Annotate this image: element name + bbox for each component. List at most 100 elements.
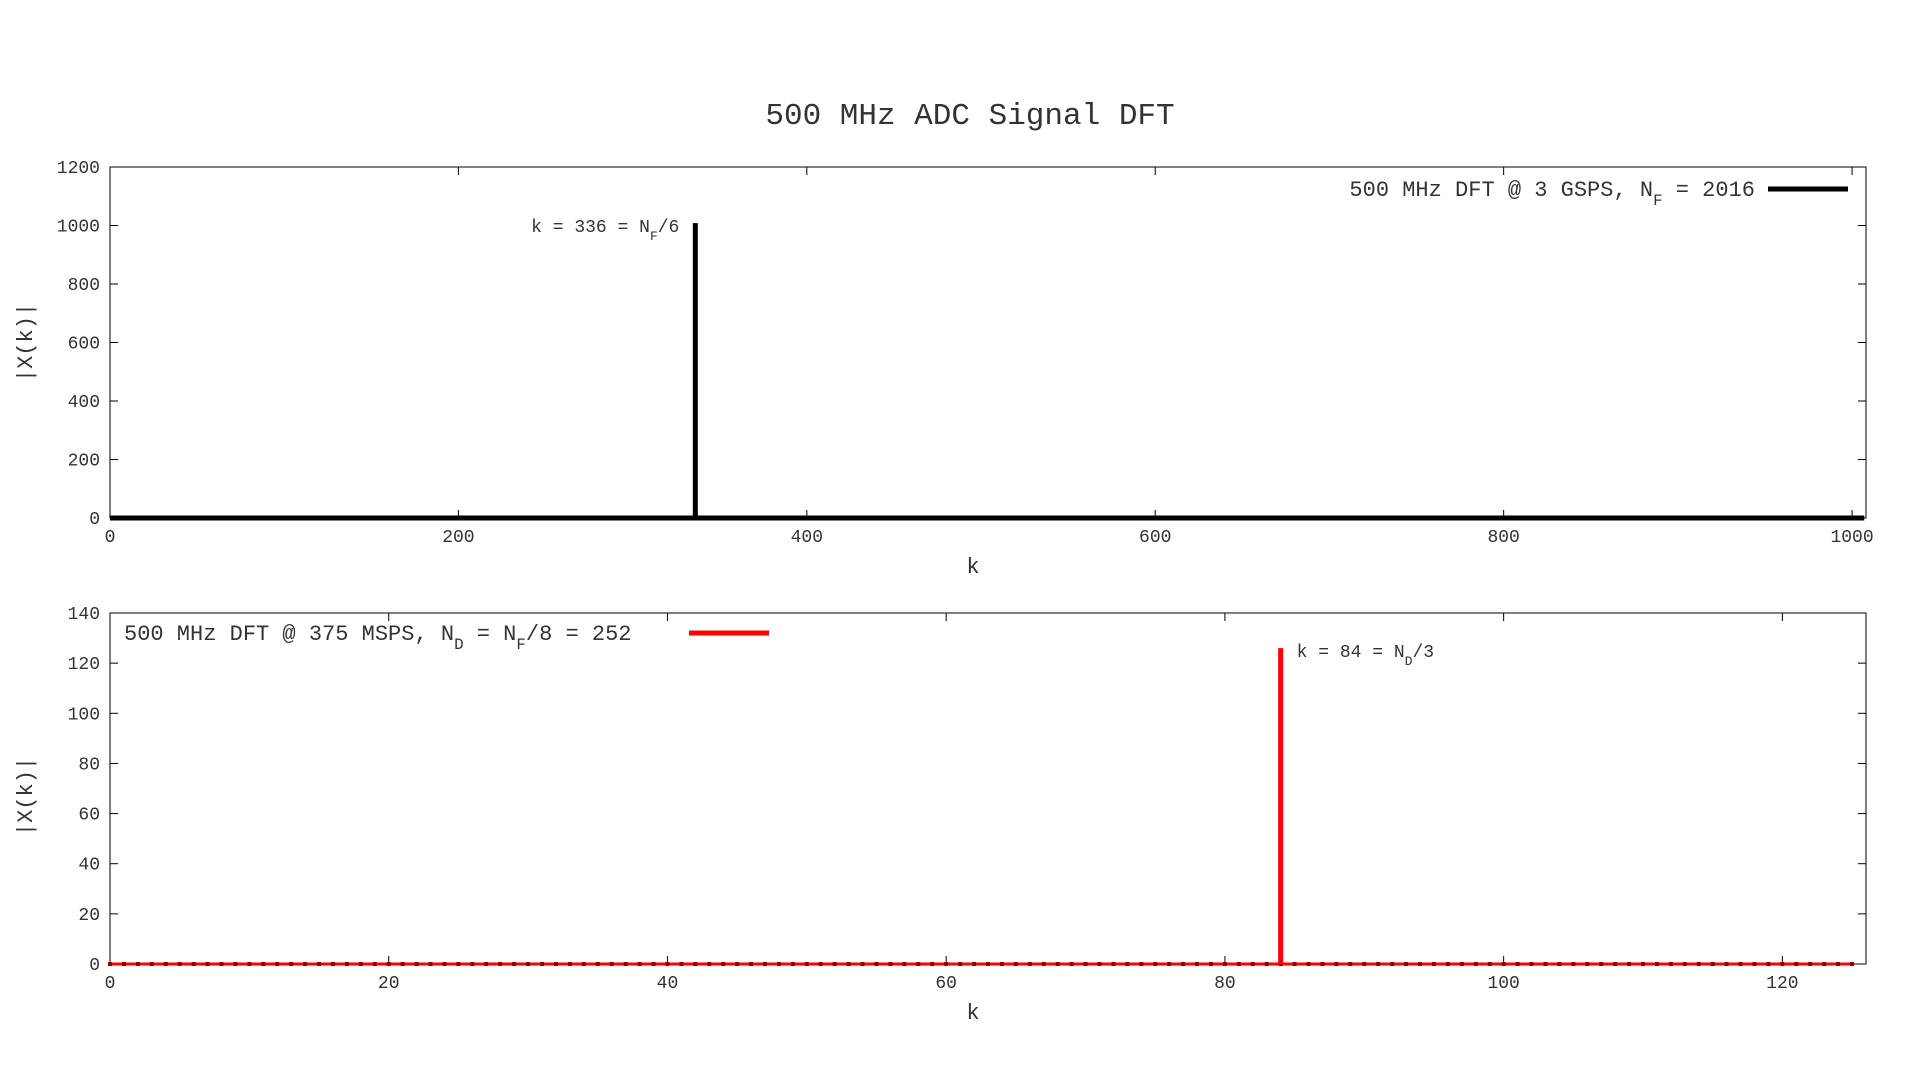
y-tick-label: 0: [89, 956, 100, 976]
sample-marker: [177, 962, 182, 966]
sample-marker: [1473, 962, 1478, 966]
x-tick-label: 600: [1139, 528, 1171, 548]
sample-marker: [1808, 962, 1813, 966]
x-tick-label: 20: [378, 974, 400, 994]
y-tick-label: 140: [68, 605, 100, 625]
sample-marker: [1376, 962, 1381, 966]
sample-marker: [637, 962, 642, 966]
sample-marker: [665, 962, 670, 966]
sample-marker: [1362, 962, 1367, 966]
sample-marker: [330, 962, 335, 966]
sample-marker: [1682, 962, 1687, 966]
y-tick-label: 100: [68, 705, 100, 725]
sample-marker: [400, 962, 405, 966]
sample-marker: [1501, 962, 1506, 966]
sample-marker: [1654, 962, 1659, 966]
plot-frame: [109, 612, 1867, 965]
sample-marker: [1752, 962, 1757, 966]
sample-marker: [261, 962, 266, 966]
sample-marker: [1445, 962, 1450, 966]
y-tick-label: 600: [68, 335, 100, 355]
sample-marker: [1543, 962, 1548, 966]
sample-marker: [303, 962, 308, 966]
sample-marker: [846, 962, 851, 966]
sample-marker: [972, 962, 977, 966]
sample-marker: [344, 962, 349, 966]
sample-marker: [526, 962, 531, 966]
sample-marker: [470, 962, 475, 966]
sample-marker: [693, 962, 698, 966]
sample-marker: [595, 962, 600, 966]
sample-marker: [763, 962, 768, 966]
y-tick-label: 1000: [57, 218, 100, 238]
sample-marker: [1013, 962, 1018, 966]
sample-marker: [1710, 962, 1715, 966]
x-tick-label: 0: [105, 528, 116, 548]
sample-marker: [1264, 962, 1269, 966]
sample-marker: [1738, 962, 1743, 966]
sample-marker: [205, 962, 210, 966]
x-axis-label: k: [966, 555, 979, 580]
sample-marker: [1111, 962, 1116, 966]
plot-frame: [109, 166, 1867, 519]
sample-marker: [428, 962, 433, 966]
sample-marker: [456, 962, 461, 966]
sample-marker: [1125, 962, 1130, 966]
sample-marker: [1418, 962, 1423, 966]
sample-marker: [1724, 962, 1729, 966]
sample-marker: [679, 962, 684, 966]
x-tick-label: 60: [935, 974, 957, 994]
x-tick-label: 200: [442, 528, 474, 548]
sample-marker: [1097, 962, 1102, 966]
sample-marker: [1069, 962, 1074, 966]
sample-marker: [108, 962, 112, 966]
sample-marker: [623, 962, 628, 966]
legend-entry: 500 MHz DFT @ 3 GSPS, NF = 2016: [1349, 178, 1755, 210]
sample-marker: [1208, 962, 1213, 966]
sample-marker: [149, 962, 154, 966]
sample-marker: [1055, 962, 1060, 966]
figure-title: 500 MHz ADC Signal DFT: [765, 99, 1174, 134]
sample-marker: [651, 962, 656, 966]
sample-marker: [191, 962, 196, 966]
sample-marker: [804, 962, 809, 966]
sample-marker: [121, 962, 126, 966]
x-tick-label: 80: [1214, 974, 1236, 994]
y-tick-label: 400: [68, 393, 100, 413]
sample-marker: [1794, 962, 1799, 966]
sample-marker: [1780, 962, 1785, 966]
sample-marker: [902, 962, 907, 966]
sample-marker: [1222, 962, 1227, 966]
sample-marker: [1668, 962, 1673, 966]
y-tick-label: 60: [78, 806, 100, 826]
legend-entry: 500 MHz DFT @ 375 MSPS, ND = NF/8 = 252: [124, 622, 632, 654]
top-dft-panel: 0 200 400 600 800 1000 1200 0 200 400 600 800 1000 k |…: [14, 159, 1874, 580]
sample-marker: [1027, 962, 1032, 966]
x-tick-label: 120: [1766, 974, 1798, 994]
sample-marker: [1181, 962, 1186, 966]
x-axis-label: k: [966, 1001, 979, 1026]
sample-marker: [1529, 962, 1534, 966]
sample-marker: [986, 962, 990, 966]
sample-marker: [930, 962, 935, 966]
sample-marker: [776, 962, 781, 966]
sample-marker: [1139, 962, 1144, 966]
peak-annotation: k = 336 = NF/6: [531, 218, 679, 244]
sample-marker: [442, 962, 447, 966]
sample-marker: [1083, 962, 1088, 966]
sample-marker: [540, 962, 545, 966]
x-tick-label: 400: [791, 528, 823, 548]
y-axis-label: |X(k)|: [14, 757, 39, 836]
sample-marker: [790, 962, 795, 966]
x-tick-label: 0: [105, 974, 116, 994]
sample-marker: [219, 962, 224, 966]
y-tick-label: 0: [89, 510, 100, 530]
sample-marker: [1236, 962, 1241, 966]
sample-marker: [832, 962, 837, 966]
sample-marker: [1557, 962, 1562, 966]
sample-marker: [1696, 962, 1701, 966]
sample-marker: [289, 962, 294, 966]
sample-marker: [916, 962, 921, 966]
sample-marker: [1153, 962, 1158, 966]
bottom-dft-panel: 0 20 40 60 80 100 120 140 0 20 40 60 80 100 120 k |X(k)|…: [14, 605, 1867, 1026]
